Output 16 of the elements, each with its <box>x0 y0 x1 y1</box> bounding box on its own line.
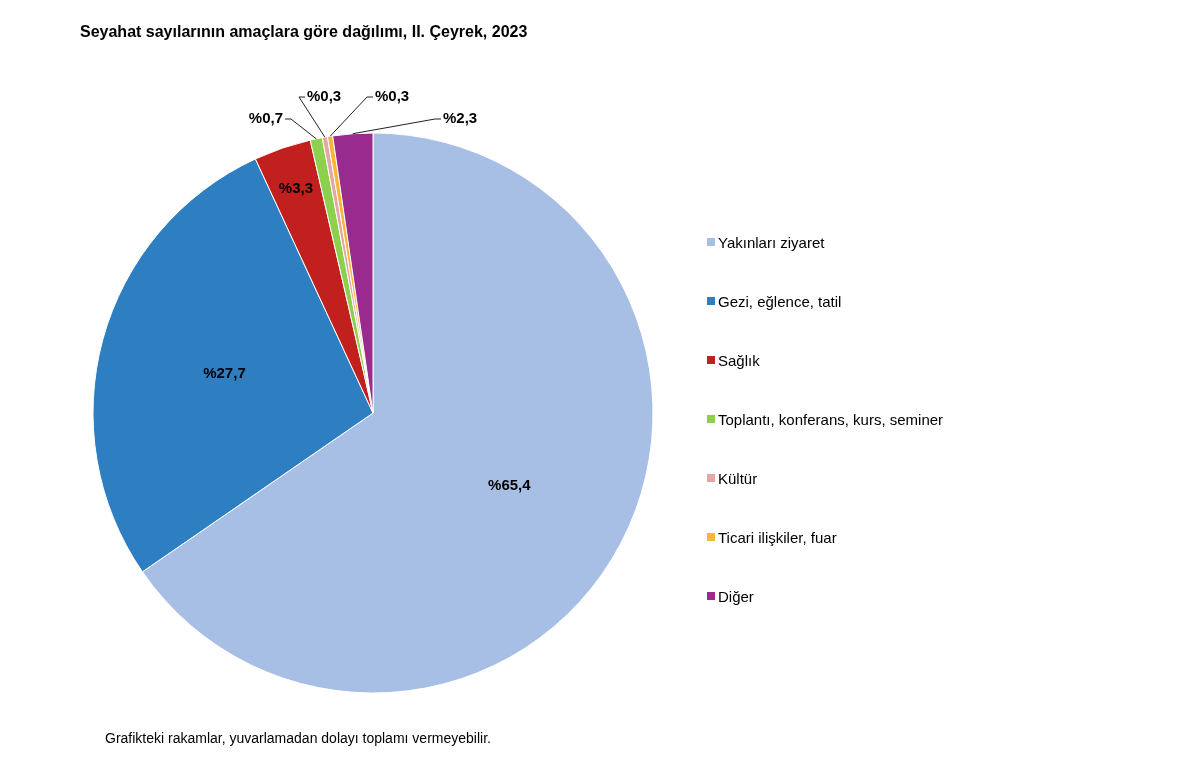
data-label: %0,3 <box>307 87 342 104</box>
legend-label: Toplantı, konferans, kurs, seminer <box>718 411 944 429</box>
legend-label: Ticari ilişkiler, fuar <box>718 529 837 547</box>
chart-title: Seyahat sayılarının amaçlara göre dağılımı, II. Çeyrek, 2023 <box>80 23 528 40</box>
legend-label: Sağlık <box>718 352 761 370</box>
legend-label: Yakınları ziyaret <box>718 234 826 252</box>
legend-label: Gezi, eğlence, tatil <box>718 293 842 311</box>
data-label: %0,7 <box>248 109 283 126</box>
legend-label: Kültür <box>718 470 758 488</box>
data-label: %27,7 <box>203 363 246 381</box>
data-label: %2,3 <box>443 109 478 126</box>
data-label: %0,3 <box>375 87 410 104</box>
data-label: %3,3 <box>278 179 314 197</box>
data-label: %65,4 <box>488 475 532 493</box>
legend-label: Diğer <box>718 588 754 606</box>
text: Grafikteki rakamlar, yuvarlamadan dolayı toplamı vermeyebilir. <box>105 730 491 746</box>
